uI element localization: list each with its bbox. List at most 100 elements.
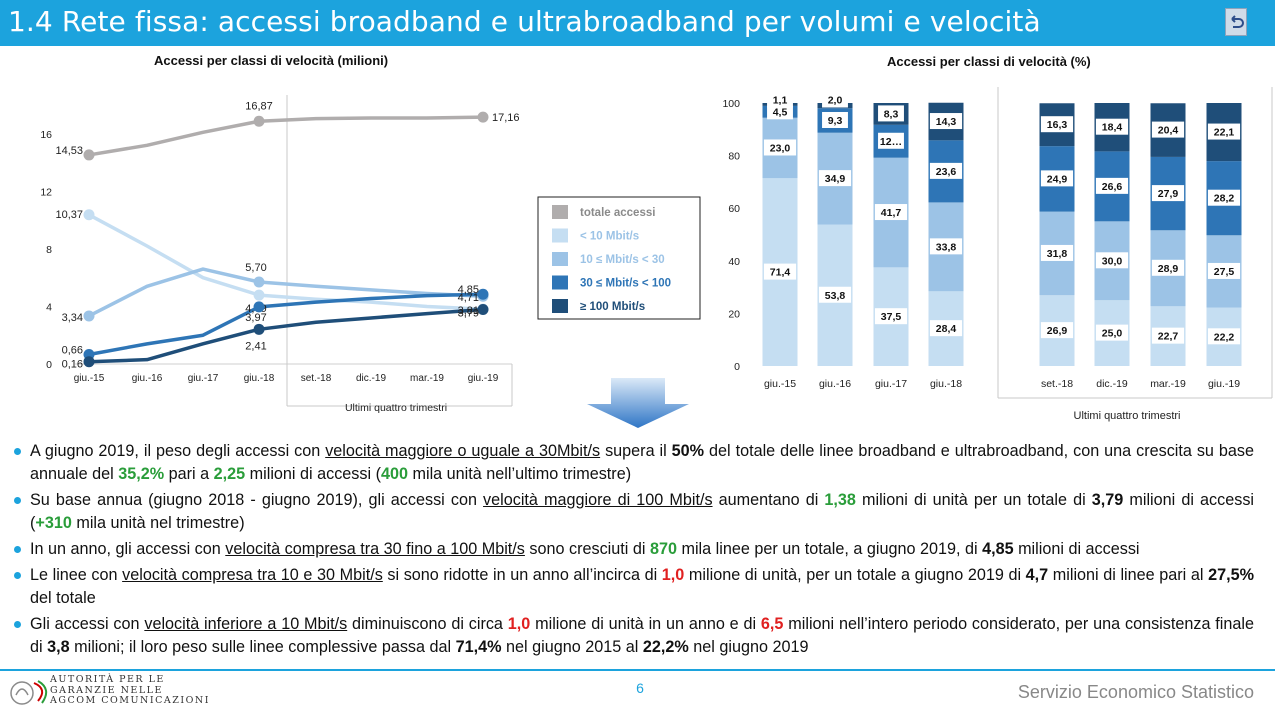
y-tick-label: 4 [46,301,52,313]
legend-swatch [552,252,568,266]
data-label-box [763,139,797,156]
data-label-box [929,238,963,255]
line-chart-title: Accessi per classi di velocità (milioni) [154,53,389,68]
data-point [83,310,95,322]
data-label-box [1095,118,1129,135]
bullet-text-run: si sono ridotte in un anno all’incirca d… [382,566,662,584]
bullet-text-run: Su base annua (giugno 2018 - giugno 2019… [30,491,484,509]
bullet-item: Le linee con velocità compresa tra 10 e … [12,564,1254,610]
data-label-box [1040,116,1074,133]
data-label-box [818,286,852,303]
data-label: 1,1 [773,95,788,107]
data-label: 37,5 [881,311,902,323]
data-label: 0,16 [62,359,83,371]
bullet-text-run: nel giugno 2019 [688,638,809,656]
bullet-text-run: Gli accessi con [30,615,145,633]
data-label: 28,9 [1158,263,1179,275]
data-label: 23,0 [770,142,791,154]
x-tick-label: set.-18 [1041,378,1073,390]
data-label: 2,41 [245,340,266,352]
bullet-text-run: milioni di accessi ( [245,465,381,483]
bullet-text-run: diminuiscono di circa [347,615,508,633]
y-tick-label: 12 [40,186,52,198]
x-tick-label: giu.-17 [188,373,219,384]
legend-label: 30 ≤ Mbit/s < 100 [580,278,671,290]
data-label: 3,97 [245,312,266,324]
data-label-box [818,170,852,187]
data-point [253,323,265,335]
y-tick-label: 60 [728,203,740,215]
data-label: 4,71 [458,292,479,304]
bullet-text-run: del totale [30,589,96,607]
bullet-text-run: 4,85 [982,540,1014,558]
data-label: 30,0 [1102,255,1123,267]
bullet-text-run: velocità compresa tra 10 e 30 Mbit/s [122,566,383,584]
bullet-text-run: 6,5 [760,615,784,633]
bullet-text-run: milioni nell’intero periodo considerato,… [30,615,1254,656]
bar-chart-title: Accessi per classi di velocità (%) [887,54,1091,69]
bullet-text-run: milioni di accessi [1013,540,1140,558]
bullet-text-run: pari a [164,465,214,483]
bullet-text-run: nel giugno 2015 al [501,638,643,656]
data-label: 23,6 [936,166,957,178]
bullet-text-run: milioni; il loro peso sulle linee comple… [69,638,456,656]
stacked-bar-chart: 0 20 40 60 80 100 Ultimi quattro trimestri 71,4… [722,87,1273,422]
return-button[interactable] [1225,8,1247,36]
data-label-box [1040,170,1074,187]
data-label: 71,4 [770,267,791,279]
data-label: 26,6 [1102,181,1123,193]
page-number: 6 [636,680,644,696]
legend-swatch [552,275,568,290]
data-label: 26,9 [1047,325,1068,337]
y-tick-label: 100 [722,98,740,110]
x-tick-label: giu.-19 [1208,378,1240,390]
data-label-box [874,204,908,221]
data-label-box [1095,177,1129,194]
data-label-box [822,111,848,128]
bullet-text-run: velocità inferiore a 10 Mbit/s [144,615,348,633]
series-line [88,267,484,318]
data-label-box [1095,252,1129,269]
data-label: 22,1 [1214,127,1235,139]
data-label: 5,70 [245,262,266,274]
bullet-item: Su base annua (giugno 2018 - giugno 2019… [12,489,1254,535]
data-label-box [1040,322,1074,339]
data-label-box [1207,123,1241,140]
bullet-text-run: 27,5% [1208,566,1254,584]
data-label: 17,16 [492,112,520,124]
bullet-text-run: 4,7 [1025,566,1049,584]
data-label-box [874,308,908,325]
line-chart: 0 4 8 12 16 giu.-15 giu.-16 giu.-17 giu.-18 set.-… [40,95,701,414]
data-label: 41,7 [881,207,902,219]
bullet-text-run: supera il [600,442,672,460]
bullet-text-run: Le linee con [30,566,123,584]
y-tick-label: 0 [46,359,52,371]
data-point [253,115,265,127]
data-label-box [1207,189,1241,206]
bullet-text-run: milioni di linee pari al [1048,566,1209,584]
bullet-text-run: del totale delle linee broadband e ultra… [30,442,1254,483]
y-tick-label: 20 [728,308,740,320]
data-label: 10,37 [55,209,83,221]
data-label: 4,5 [773,106,788,118]
x-tick-label: giu.-15 [764,378,796,390]
bullet-text-run: milione di unità in un anno e di [530,615,761,633]
bullet-text-run: sono cresciuti di [524,540,650,558]
data-label: 34,9 [825,173,846,185]
bullet-text-run: +310 [35,514,72,532]
legend-swatch [552,299,568,313]
data-label: 18,4 [1102,122,1123,134]
x-tick-label: mar.-19 [410,373,444,384]
logo-line-1: AUTORITÀ PER LE [50,674,165,685]
data-label: 4,85 [458,284,479,296]
data-label: 22,2 [1214,331,1235,343]
data-label-box [1151,259,1185,276]
bullet-text-run: 3,8 [47,638,70,656]
y-tick-label: 16 [40,129,52,141]
data-label-box [1151,327,1185,344]
data-point [253,276,265,288]
series-line [88,292,484,357]
bullet-text-run: In un anno, gli accessi con [30,540,226,558]
series-line [88,115,484,157]
logo-line-3: AGCOM COMUNICAZIONI [50,695,210,706]
